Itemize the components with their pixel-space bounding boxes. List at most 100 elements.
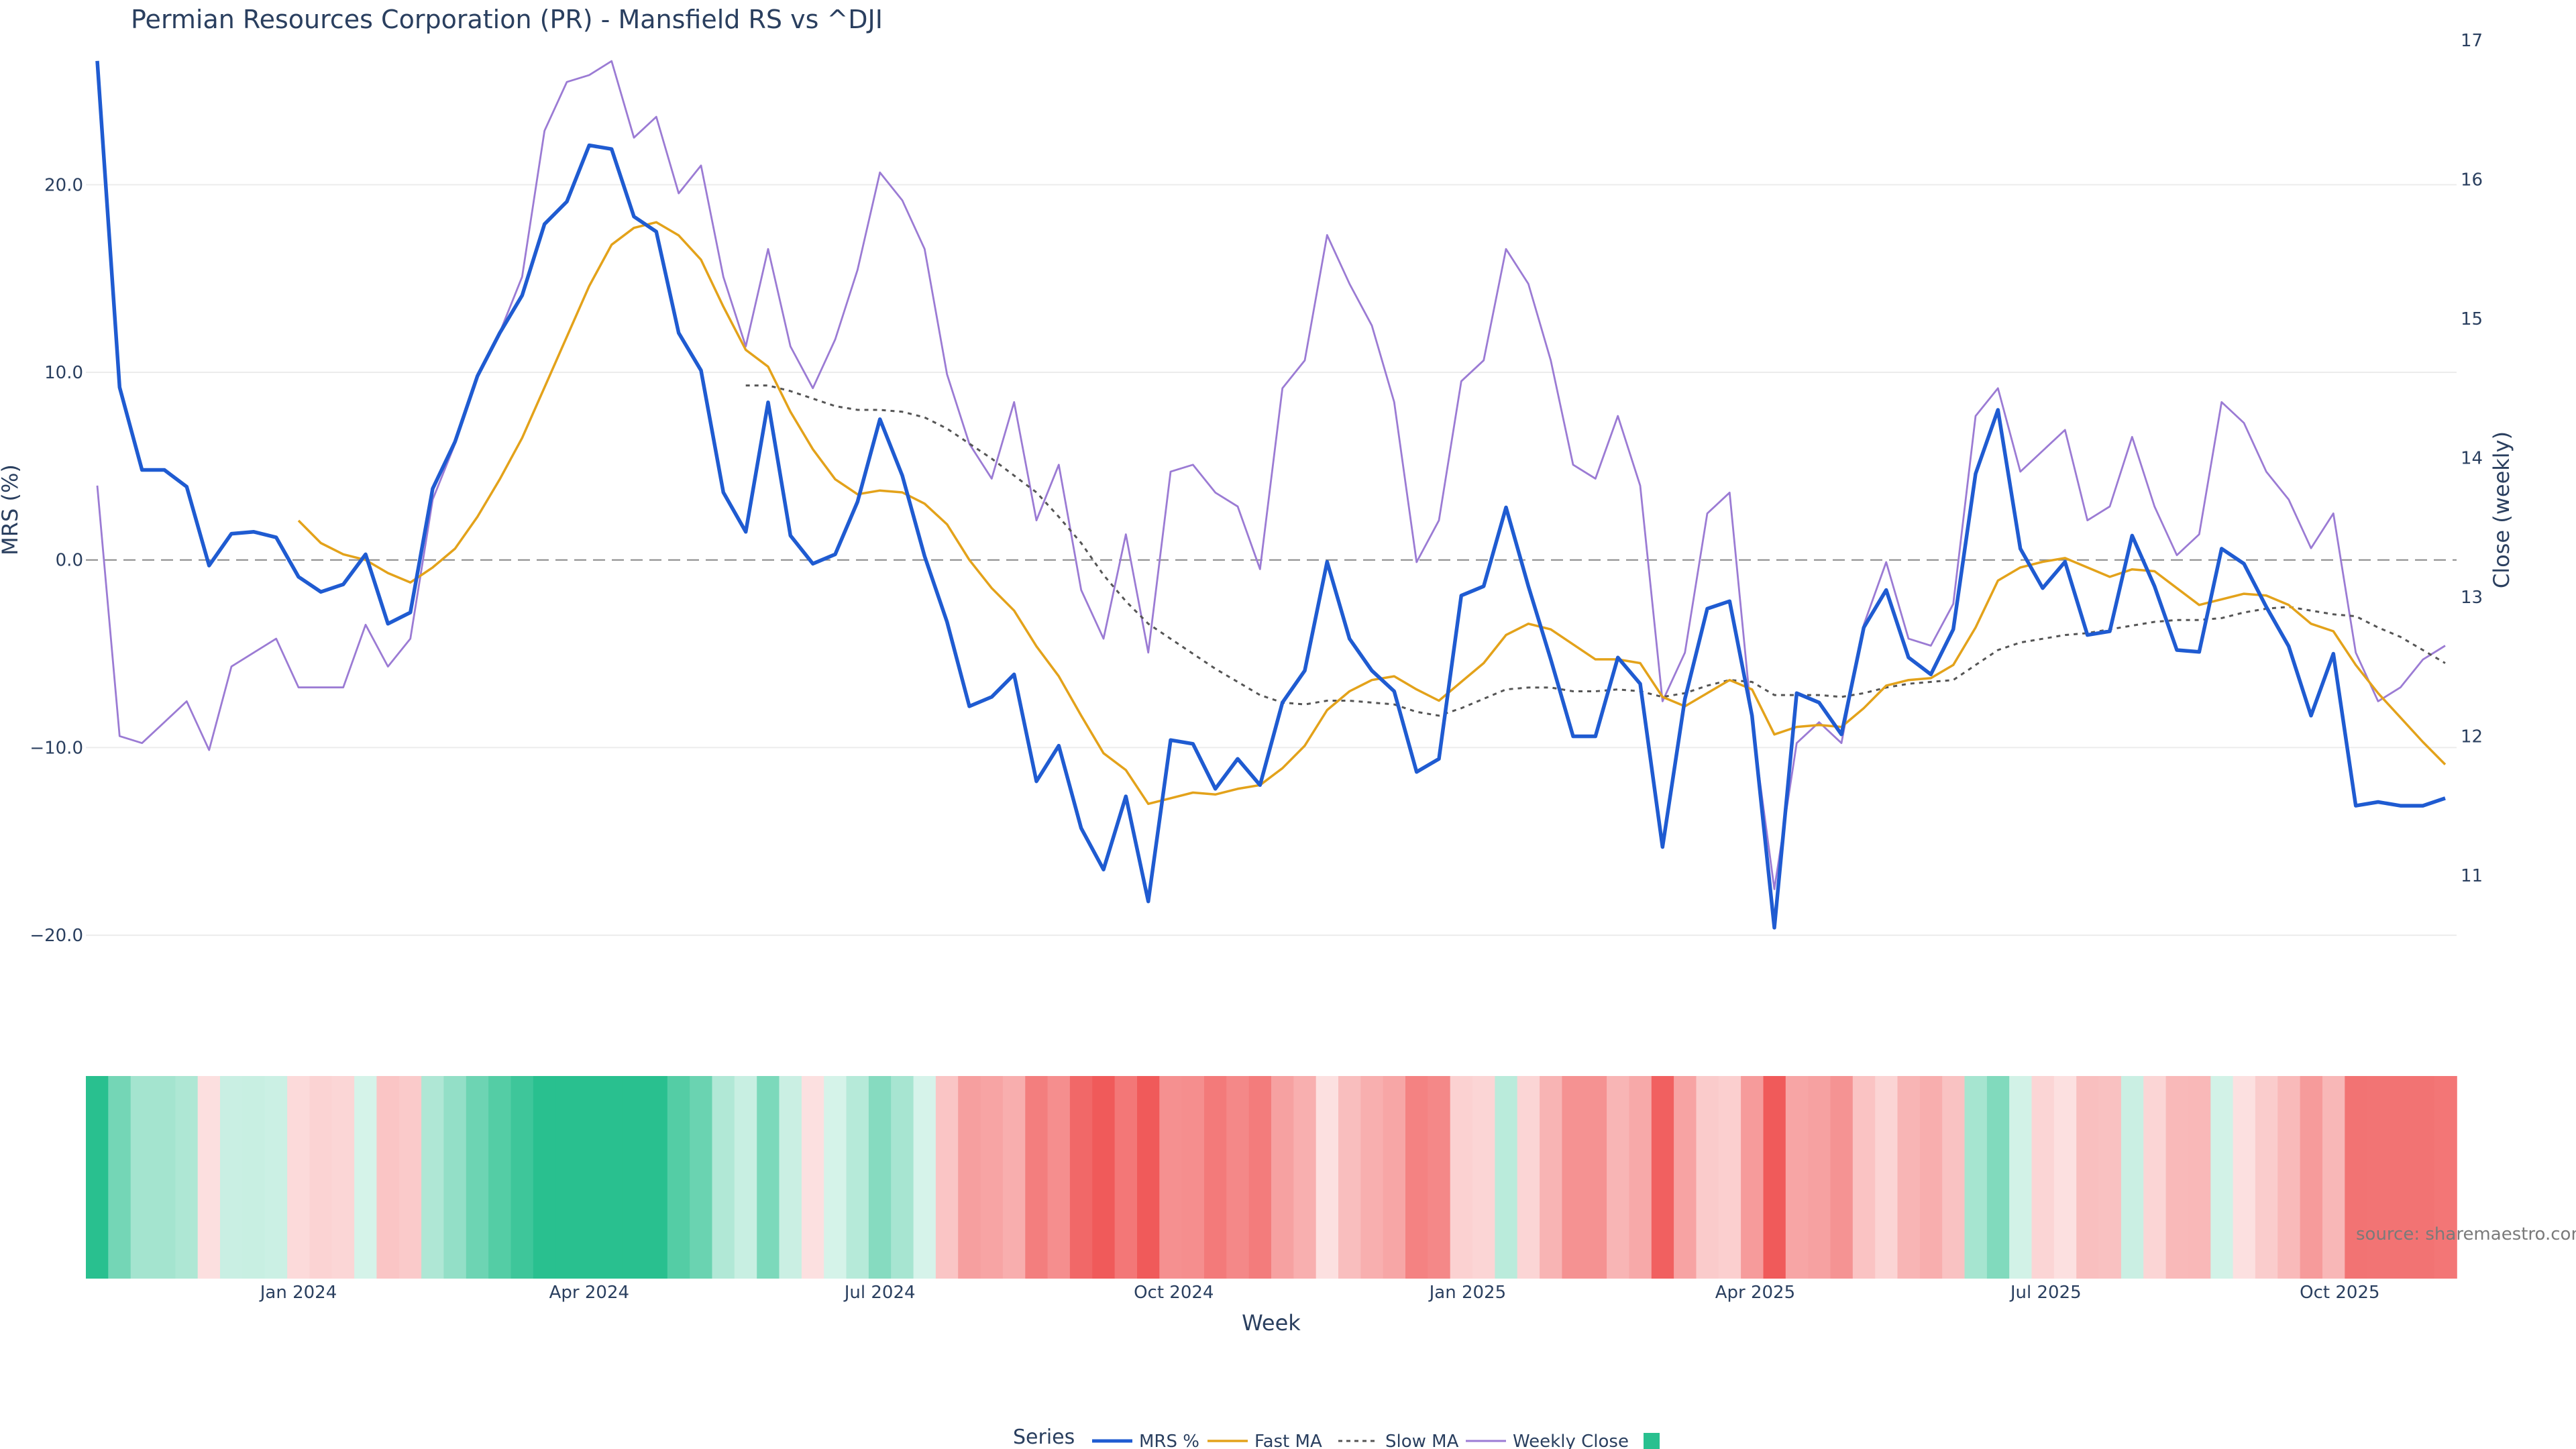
heatmap-cell bbox=[2322, 1076, 2346, 1279]
series-line-mrs bbox=[95, 60, 2446, 930]
legend-item: Fast MA bbox=[1208, 1432, 1322, 1449]
source-label: source: sharemaestro.com bbox=[2356, 1224, 2576, 1244]
heatmap-cell bbox=[935, 1076, 959, 1279]
heatmap-strip bbox=[86, 1076, 2457, 1279]
heatmap-cell bbox=[2188, 1076, 2211, 1279]
y2-tick-label: 15 bbox=[2461, 309, 2483, 329]
heatmap-cell bbox=[242, 1076, 266, 1279]
x-axis-ticks: Jan 2024 Apr 2024 Jul 2024 Oct 2024 Jan 2025… bbox=[259, 1283, 2380, 1303]
heatmap-cell bbox=[1450, 1076, 1473, 1279]
y2-tick-label: 16 bbox=[2461, 170, 2483, 190]
heatmap-cell bbox=[331, 1076, 355, 1279]
heatmap-cell bbox=[1674, 1076, 1697, 1279]
heatmap-cell bbox=[645, 1076, 668, 1279]
heatmap-cell bbox=[1159, 1076, 1183, 1279]
heatmap-cell bbox=[1875, 1076, 1898, 1279]
heatmap-cell bbox=[1808, 1076, 1831, 1279]
heatmap-cell bbox=[511, 1076, 534, 1279]
heatmap-cell bbox=[220, 1076, 244, 1279]
y-tick-label: −20.0 bbox=[30, 926, 83, 946]
heatmap-cell bbox=[1852, 1076, 1876, 1279]
heatmap-cell bbox=[1114, 1076, 1138, 1279]
series-lines bbox=[95, 60, 2447, 930]
heatmap-cell bbox=[2053, 1076, 2077, 1279]
y2-tick-label: 12 bbox=[2461, 727, 2483, 747]
heatmap-cell bbox=[958, 1076, 981, 1279]
heatmap-cell bbox=[2367, 1076, 2390, 1279]
heatmap-cell bbox=[2233, 1076, 2256, 1279]
chart-title: Permian Resources Corporation (PR) - Man… bbox=[131, 5, 883, 34]
heatmap-cell bbox=[398, 1076, 422, 1279]
legend-item: MRS % bbox=[1092, 1432, 1199, 1449]
heatmap-cell bbox=[2009, 1076, 2033, 1279]
heatmap-cell bbox=[108, 1076, 131, 1279]
heatmap-cell bbox=[1383, 1076, 1406, 1279]
heatmap-cell bbox=[2098, 1076, 2122, 1279]
heatmap-cell bbox=[1316, 1076, 1339, 1279]
y2-tick-label: 14 bbox=[2461, 448, 2483, 468]
heatmap-cell bbox=[690, 1076, 713, 1279]
heatmap-cell bbox=[1204, 1076, 1228, 1279]
heatmap-cell bbox=[309, 1076, 333, 1279]
heatmap-cell bbox=[1137, 1076, 1161, 1279]
heatmap-cell bbox=[1248, 1076, 1272, 1279]
heatmap-cell bbox=[153, 1076, 176, 1279]
heatmap-cell bbox=[466, 1076, 489, 1279]
x-tick-label: Jul 2025 bbox=[2009, 1283, 2082, 1303]
heatmap-cell bbox=[846, 1076, 869, 1279]
heatmap-cell bbox=[891, 1076, 914, 1279]
heatmap-cell bbox=[600, 1076, 623, 1279]
heatmap-cell bbox=[2277, 1076, 2301, 1279]
heatmap-cell bbox=[1069, 1076, 1093, 1279]
x-tick-label: Jan 2025 bbox=[1428, 1283, 1507, 1303]
y-axis-title: MRS (%) bbox=[0, 464, 23, 555]
heatmap-cell bbox=[443, 1076, 467, 1279]
heatmap-cell bbox=[1181, 1076, 1205, 1279]
y-tick-label: 0.0 bbox=[56, 551, 83, 571]
x-tick-label: Apr 2024 bbox=[549, 1283, 629, 1303]
heatmap-cell bbox=[2345, 1076, 2368, 1279]
heatmap-cell bbox=[757, 1076, 780, 1279]
heatmap-cell bbox=[1696, 1076, 1719, 1279]
heatmap-cell bbox=[1651, 1076, 1674, 1279]
heatmap-cell bbox=[421, 1076, 445, 1279]
x-tick-label: Apr 2025 bbox=[1715, 1283, 1795, 1303]
series-line-slow-ma bbox=[745, 384, 2446, 717]
legend-label: MRS % bbox=[1139, 1432, 1199, 1449]
legend-swatch bbox=[1644, 1433, 1660, 1449]
x-tick-label: Oct 2025 bbox=[2300, 1283, 2379, 1303]
heatmap-cell bbox=[734, 1076, 757, 1279]
heatmap-cell bbox=[86, 1076, 109, 1279]
heatmap-cell bbox=[1226, 1076, 1250, 1279]
x-tick-label: Jul 2024 bbox=[843, 1283, 916, 1303]
legend-item bbox=[1644, 1433, 1660, 1449]
heatmap-cell bbox=[1741, 1076, 1764, 1279]
heatmap-cell bbox=[2165, 1076, 2189, 1279]
heatmap-cell bbox=[868, 1076, 892, 1279]
heatmap-cell bbox=[2121, 1076, 2144, 1279]
heatmap-cell bbox=[1986, 1076, 2010, 1279]
heatmap-cell bbox=[1025, 1076, 1049, 1279]
heatmap-cell bbox=[376, 1076, 400, 1279]
y2-tick-label: 13 bbox=[2461, 588, 2483, 608]
legend-item: Weekly Close bbox=[1466, 1432, 1629, 1449]
heatmap-cell bbox=[175, 1076, 199, 1279]
heatmap-cell bbox=[712, 1076, 735, 1279]
legend-label: Weekly Close bbox=[1513, 1432, 1629, 1449]
heatmap-cell bbox=[1002, 1076, 1026, 1279]
heatmap-cell bbox=[2076, 1076, 2100, 1279]
y2-tick-label: 11 bbox=[2461, 866, 2483, 886]
heatmap-cell bbox=[667, 1076, 690, 1279]
heatmap-cell bbox=[2434, 1076, 2457, 1279]
heatmap-cell bbox=[1897, 1076, 1921, 1279]
heatmap-cell bbox=[1607, 1076, 1630, 1279]
heatmap-cell bbox=[1763, 1076, 1786, 1279]
legend-item: Slow MA bbox=[1338, 1432, 1459, 1449]
heatmap-cell bbox=[623, 1076, 646, 1279]
heatmap-cell bbox=[555, 1076, 579, 1279]
heatmap-cell bbox=[1517, 1076, 1540, 1279]
heatmap-cell bbox=[980, 1076, 1004, 1279]
legend-title: Series bbox=[1013, 1426, 1075, 1449]
heatmap-cell bbox=[1271, 1076, 1295, 1279]
